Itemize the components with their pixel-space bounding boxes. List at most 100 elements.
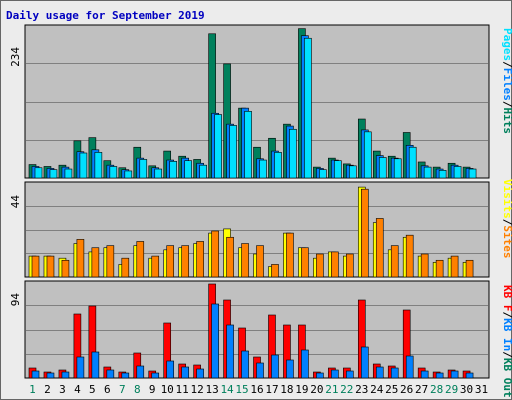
kbytes-bar-kb-in-day-29 xyxy=(450,370,459,379)
legend-entry-0-2: Files xyxy=(501,68,512,101)
visits-bar-sites-day-16 xyxy=(256,245,264,278)
day-label-26: 26 xyxy=(400,383,413,396)
visits-bar-sites-day-20 xyxy=(316,253,324,278)
kbytes-bar-kb-in-day-30 xyxy=(465,372,474,379)
legend-entry-2-0: KB F xyxy=(501,285,512,312)
side-legend-2: KB F/KB In/KB Out xyxy=(501,285,512,398)
day-label-13: 13 xyxy=(205,383,218,396)
legend-entry-0-3: / xyxy=(501,101,512,108)
visits-bar-sites-day-18 xyxy=(286,232,294,278)
visits-bar-sites-day-24 xyxy=(375,218,384,278)
visits-bar-sites-day-17 xyxy=(271,264,279,278)
kbytes-bar-kb-in-day-12 xyxy=(196,368,204,379)
kbytes-bar-kb-in-day-22 xyxy=(346,370,354,379)
visits-max-label: 44 xyxy=(9,195,22,209)
hits-max-label: 234 xyxy=(9,47,22,67)
legend-entry-1-2: Sites xyxy=(501,225,512,258)
kbytes-bar-kb-in-day-13 xyxy=(211,303,219,379)
legend-entry-1-1: / xyxy=(501,219,512,226)
kbytes-bar-kb-in-day-19 xyxy=(301,349,309,379)
visits-bar-sites-day-11 xyxy=(181,245,189,278)
hits-bar-pages-day-15 xyxy=(244,111,252,179)
day-label-28: 28 xyxy=(430,383,443,396)
kbytes-bar-kb-in-day-1 xyxy=(31,370,40,379)
day-label-21: 21 xyxy=(325,383,338,396)
kbytes-bar-kb-in-day-10 xyxy=(166,360,175,379)
day-label-17: 17 xyxy=(265,383,278,396)
hits-bar-pages-day-16 xyxy=(259,159,267,179)
visits-bar-sites-day-14 xyxy=(226,236,234,278)
kbytes-bar-kb-in-day-3 xyxy=(61,371,70,379)
day-label-15: 15 xyxy=(235,383,248,396)
hits-bar-pages-day-24 xyxy=(378,157,387,179)
day-label-10: 10 xyxy=(161,383,174,396)
day-label-18: 18 xyxy=(280,383,293,396)
visits-bar-sites-day-13 xyxy=(211,230,219,278)
legend-entry-2-2: KB In xyxy=(501,318,512,351)
visits-bar-sites-day-1 xyxy=(31,255,40,278)
hits-bar-pages-day-13 xyxy=(214,114,222,179)
kbytes-bar-kb-in-day-24 xyxy=(375,366,384,379)
day-label-20: 20 xyxy=(310,383,323,396)
kbytes-bar-kb-in-day-26 xyxy=(405,355,414,379)
hits-bar-pages-day-6 xyxy=(109,166,118,179)
day-label-3: 3 xyxy=(59,383,66,396)
hits-bar-pages-day-7 xyxy=(124,170,133,179)
hits-bar-pages-day-28 xyxy=(438,170,447,179)
day-label-12: 12 xyxy=(191,383,204,396)
visits-bar-sites-day-7 xyxy=(121,257,130,278)
day-label-1: 1 xyxy=(29,383,36,396)
visits-bar-sites-day-22 xyxy=(346,253,354,278)
legend-entry-0-1: / xyxy=(501,61,512,68)
kbytes-bar-kb-in-day-7 xyxy=(121,372,130,379)
side-legend-1: Visits/Sites xyxy=(501,179,512,259)
hits-bar-pages-day-3 xyxy=(64,168,73,179)
hits-bar-pages-day-8 xyxy=(139,159,148,179)
visits-bar-sites-day-27 xyxy=(420,253,429,278)
day-label-7: 7 xyxy=(119,383,126,396)
hits-bar-pages-day-30 xyxy=(468,168,477,179)
day-label-16: 16 xyxy=(250,383,263,396)
hits-bar-pages-day-2 xyxy=(49,169,58,179)
visits-bar-sites-day-15 xyxy=(241,243,249,278)
day-label-2: 2 xyxy=(44,383,51,396)
visits-bar-sites-day-12 xyxy=(196,241,204,278)
kbytes-bar-kb-in-day-14 xyxy=(226,324,234,379)
visits-bar-sites-day-5 xyxy=(91,247,100,278)
visits-bar-sites-day-23 xyxy=(360,188,369,278)
kbytes-bar-kb-in-day-17 xyxy=(271,354,279,379)
legend-entry-2-3: / xyxy=(501,351,512,358)
visits-bar-sites-day-2 xyxy=(46,255,55,278)
hits-bar-pages-day-26 xyxy=(408,146,417,179)
day-label-19: 19 xyxy=(295,383,308,396)
visits-panel xyxy=(24,181,490,278)
day-label-24: 24 xyxy=(370,383,384,396)
legend-entry-2-1: / xyxy=(501,312,512,319)
hits-bar-pages-day-10 xyxy=(169,161,178,179)
kbytes-bar-kb-in-day-11 xyxy=(181,366,189,379)
kbytes-bar-kb-in-day-4 xyxy=(76,356,85,379)
kbytes-bar-kb-in-day-21 xyxy=(331,369,339,379)
hits-bar-pages-day-12 xyxy=(199,164,207,179)
kbytes-bar-kb-in-day-20 xyxy=(316,372,324,379)
visits-bar-sites-day-19 xyxy=(301,247,309,278)
visits-bar-sites-day-26 xyxy=(405,234,414,278)
kbytes-bar-kb-in-day-9 xyxy=(151,372,160,379)
day-label-25: 25 xyxy=(385,383,398,396)
visits-bar-sites-day-8 xyxy=(136,241,145,278)
hits-panel xyxy=(24,24,490,179)
visits-bar-sites-day-29 xyxy=(450,255,459,278)
kbytes-bar-kb-in-day-16 xyxy=(256,362,264,379)
hits-bar-pages-day-14 xyxy=(229,125,237,179)
hits-bar-pages-day-11 xyxy=(184,160,192,179)
hits-bar-pages-day-9 xyxy=(154,168,163,179)
hits-bar-pages-day-22 xyxy=(349,165,357,179)
kbytes-bar-kb-in-day-25 xyxy=(390,367,399,379)
visits-bar-sites-day-9 xyxy=(151,255,160,278)
day-label-23: 23 xyxy=(355,383,368,396)
day-label-11: 11 xyxy=(176,383,189,396)
day-label-5: 5 xyxy=(89,383,96,396)
visits-bar-sites-day-28 xyxy=(435,259,444,278)
kbytes-bar-kb-in-day-2 xyxy=(46,372,55,379)
hits-bar-pages-day-21 xyxy=(334,160,342,179)
